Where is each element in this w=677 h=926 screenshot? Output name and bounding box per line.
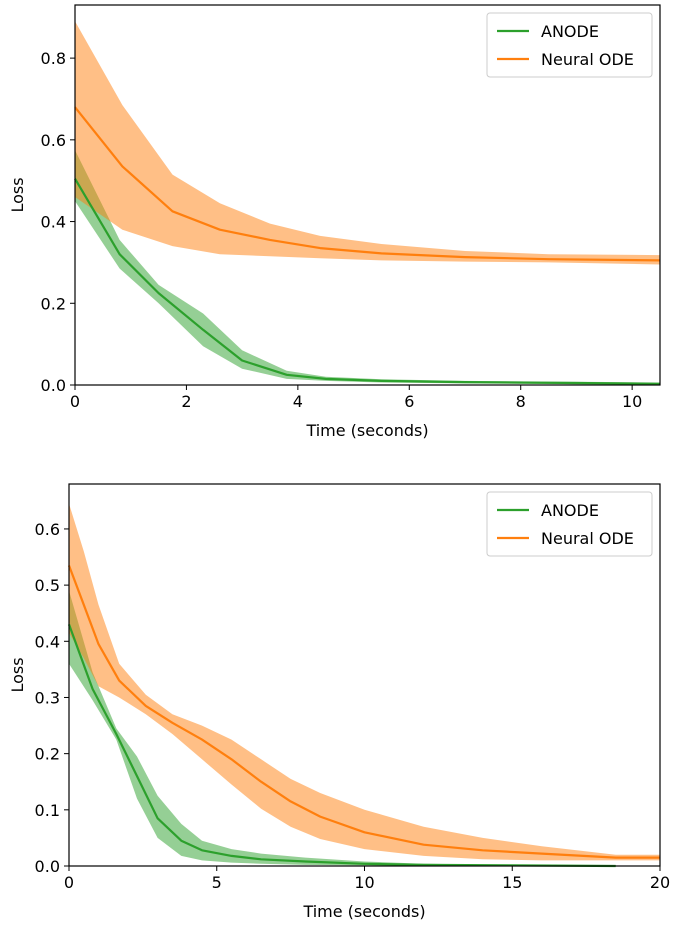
- chart-bottom-x-tick-label: 10: [354, 873, 374, 892]
- chart-top-legend-box: [486, 12, 653, 78]
- chart-bottom-y-tick-label: 0.5: [35, 576, 60, 595]
- chart-top-y-tick-label: 0.4: [41, 213, 66, 232]
- chart-bottom-bands: [69, 503, 660, 866]
- chart-bottom-x-tick-label: 15: [502, 873, 522, 892]
- chart-bottom: 0 5 10 15 20 0.0 0.1 0.2 0.3 0.4 0.5 0.6 Time (sec…: [8, 483, 670, 921]
- chart-top-line-neural-ode: [74, 106, 661, 262]
- chart-top-lines: [74, 106, 661, 385]
- chart-top-y-tick-label: 0.0: [41, 376, 66, 395]
- chart-bottom-legend-anode-label: ANODE: [541, 501, 599, 520]
- chart-top-legend-anode-label: ANODE: [541, 22, 599, 41]
- chart-top: 0 2 4 6 8 10 0.0 0.2 0.4 0.6 0.8 Time (seconds) L…: [8, 4, 661, 440]
- chart-top-y-ticks: 0.0 0.2 0.4 0.6 0.8: [41, 49, 75, 395]
- chart-top-y-tick-label: 0.8: [41, 49, 66, 68]
- chart-top-y-axis-label: Loss: [8, 177, 27, 212]
- chart-bottom-y-tick-label: 0.4: [35, 632, 60, 651]
- chart-bottom-y-axis-label: Loss: [8, 657, 27, 692]
- chart-top-y-tick-label: 0.6: [41, 131, 66, 150]
- chart-top-x-axis-label: Time (seconds): [305, 421, 428, 440]
- chart-top-x-tick-label: 4: [293, 392, 303, 411]
- chart-bottom-x-axis-label: Time (seconds): [302, 902, 425, 921]
- chart-bottom-band-neural-ode: [69, 503, 660, 861]
- chart-bottom-y-tick-label: 0.0: [35, 857, 60, 876]
- chart-bottom-x-tick-label: 5: [212, 873, 222, 892]
- chart-top-x-tick-label: 6: [404, 392, 414, 411]
- chart-bottom-legend-neural-ode-label: Neural ODE: [541, 529, 634, 548]
- chart-top-x-tick-label: 8: [516, 392, 526, 411]
- chart-bottom-x-ticks: 0 5 10 15 20: [64, 866, 670, 892]
- chart-bottom-y-tick-label: 0.3: [35, 688, 60, 707]
- chart-top-legend: ANODE Neural ODE: [486, 12, 653, 78]
- chart-top-x-tick-label: 10: [622, 392, 642, 411]
- chart-bottom-legend-box: [486, 491, 653, 557]
- chart-top-line-anode: [74, 178, 661, 385]
- chart-top-x-tick-label: 2: [181, 392, 191, 411]
- chart-bottom-y-tick-label: 0.1: [35, 801, 60, 820]
- chart-bottom-x-tick-label: 20: [650, 873, 670, 892]
- chart-bottom-lines: [67, 565, 660, 868]
- chart-bottom-legend: ANODE Neural ODE: [486, 491, 653, 557]
- chart-top-plot-frame: [74, 4, 661, 386]
- chart-bottom-x-tick-label: 0: [64, 873, 74, 892]
- chart-bottom-y-ticks: 0.0 0.1 0.2 0.3 0.4 0.5 0.6: [35, 520, 69, 876]
- chart-bottom-y-tick-label: 0.2: [35, 745, 60, 764]
- chart-top-legend-neural-ode-label: Neural ODE: [541, 50, 634, 69]
- chart-bottom-line-anode: [67, 624, 616, 868]
- chart-bottom-line-neural-ode: [67, 565, 660, 859]
- chart-top-y-tick-label: 0.2: [41, 294, 66, 313]
- chart-top-x-tick-label: 0: [70, 392, 80, 411]
- chart-top-x-ticks: 0 2 4 6 8 10: [70, 385, 642, 411]
- chart-bottom-y-tick-label: 0.6: [35, 520, 60, 539]
